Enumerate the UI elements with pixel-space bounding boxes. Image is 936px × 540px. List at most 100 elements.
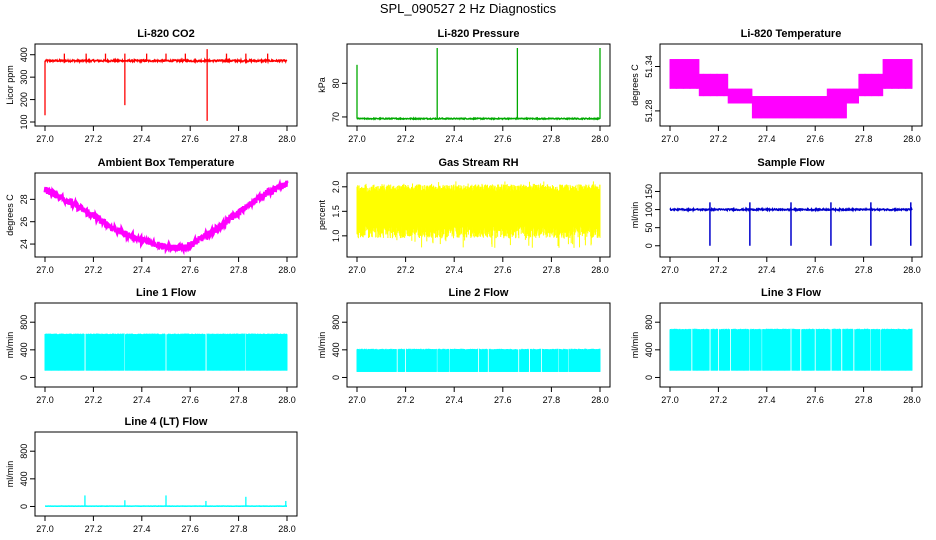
y-tick-label: 400: [19, 47, 29, 62]
series-li-820-temperature: [669, 59, 913, 119]
x-tick-label: 27.8: [855, 265, 873, 275]
x-tick-label: 27.0: [348, 265, 366, 275]
x-tick-label: 27.4: [445, 395, 463, 405]
chart-panel: Li-820 CO2 27.0 27.2 27.4 27.6 27.8 28.0 100 200…: [5, 28, 298, 144]
chart-title: Sample Flow: [757, 157, 825, 169]
y-tick-label: 300: [19, 70, 29, 85]
plot-frame: [659, 302, 923, 388]
y-tick-label: 800: [644, 315, 654, 330]
y-tick-label: 2.0: [331, 181, 341, 194]
plot-frame: [34, 302, 298, 388]
chart-panel: Line 3 Flow 27.0 27.2 27.4 27.6 27.8 28.0 0 400 8…: [630, 287, 923, 405]
y-axis-label: ml/min: [630, 332, 640, 359]
y-tick-label: 26: [19, 217, 29, 227]
x-tick-label: 27.2: [85, 524, 103, 534]
x-tick-label: 27.8: [543, 395, 561, 405]
y-tick-label: 70: [331, 112, 341, 122]
plot-frame: [659, 43, 923, 127]
y-tick-label: 51.34: [644, 55, 654, 78]
figure-title: SPL_090527 2 Hz Diagnostics: [379, 1, 557, 16]
x-tick-label: 27.0: [348, 395, 366, 405]
y-tick-label: 400: [19, 342, 29, 357]
series-line-1-flow: [44, 333, 288, 371]
x-tick-label: 27.0: [661, 395, 679, 405]
y-axis-label: degrees C: [630, 64, 640, 106]
plot-frame: [34, 43, 298, 127]
series-li-820-pressure: [356, 48, 601, 121]
x-tick-label: 27.8: [543, 134, 561, 144]
y-tick-label: 0: [644, 375, 654, 380]
x-tick-label: 27.4: [758, 395, 776, 405]
x-tick-label: 27.6: [494, 395, 512, 405]
chart-title: Gas Stream RH: [438, 157, 518, 169]
plot-frame: [34, 172, 298, 258]
data-line: [356, 116, 601, 121]
y-tick-label: 0: [19, 504, 29, 509]
x-tick-label: 27.4: [758, 134, 776, 144]
x-tick-label: 27.8: [230, 265, 248, 275]
series-gas-stream-rh: [356, 181, 601, 248]
chart-panel: Line 2 Flow 27.0 27.2 27.4 27.6 27.8 28.0 0 400 8…: [317, 287, 611, 405]
y-tick-label: 800: [331, 315, 341, 330]
x-tick-label: 28.0: [278, 265, 296, 275]
chart-title: Line 2 Flow: [449, 287, 509, 299]
x-tick-label: 27.0: [36, 134, 54, 144]
x-tick-label: 27.4: [133, 395, 151, 405]
x-tick-label: 27.4: [758, 265, 776, 275]
chart-title: Line 4 (LT) Flow: [125, 416, 208, 428]
series-li-820-co2: [44, 49, 288, 121]
chart-panel: Gas Stream RH 27.0 27.2 27.4 27.6 27.8 28.0 1.0…: [317, 157, 611, 275]
x-tick-label: 28.0: [903, 134, 921, 144]
x-tick-label: 27.0: [36, 524, 54, 534]
y-tick-label: 800: [19, 444, 29, 459]
x-tick-label: 27.8: [230, 395, 248, 405]
chart-panel: Ambient Box Temperature 27.0 27.2 27.4 27.6 2…: [5, 157, 298, 275]
y-tick-label: 28: [19, 194, 29, 204]
x-tick-label: 27.6: [806, 134, 824, 144]
x-tick-label: 28.0: [278, 395, 296, 405]
chart-title: Line 1 Flow: [136, 287, 196, 299]
x-tick-label: 28.0: [591, 134, 609, 144]
x-tick-label: 27.2: [397, 265, 415, 275]
x-tick-label: 27.2: [710, 134, 728, 144]
x-tick-label: 27.2: [85, 395, 103, 405]
x-tick-label: 27.6: [181, 395, 199, 405]
x-tick-label: 27.8: [230, 134, 248, 144]
x-tick-label: 27.6: [806, 265, 824, 275]
x-tick-label: 27.8: [543, 265, 561, 275]
x-tick-label: 28.0: [591, 395, 609, 405]
chart-title: Li-820 Temperature: [741, 28, 842, 40]
x-tick-label: 27.2: [85, 265, 103, 275]
x-tick-label: 28.0: [278, 524, 296, 534]
x-tick-label: 27.6: [806, 395, 824, 405]
x-tick-label: 27.8: [855, 395, 873, 405]
x-tick-label: 28.0: [903, 265, 921, 275]
series-line-2-flow: [356, 348, 601, 372]
y-tick-label: 800: [19, 315, 29, 330]
x-tick-label: 27.4: [445, 134, 463, 144]
x-tick-label: 27.0: [661, 265, 679, 275]
x-tick-label: 27.6: [181, 524, 199, 534]
x-tick-label: 27.4: [133, 265, 151, 275]
x-tick-label: 27.6: [181, 134, 199, 144]
y-tick-label: 24: [19, 239, 29, 249]
x-tick-label: 27.8: [855, 134, 873, 144]
chart-title: Li-820 CO2: [137, 28, 194, 40]
x-tick-label: 27.0: [36, 265, 54, 275]
y-tick-label: 400: [19, 471, 29, 486]
y-axis-label: percent: [317, 199, 327, 230]
x-tick-label: 27.4: [133, 134, 151, 144]
chart-panel: Li-820 Pressure 27.0 27.2 27.4 27.6 27.8 28.0 7…: [317, 28, 611, 144]
y-tick-label: 80: [331, 78, 341, 88]
x-tick-label: 27.6: [494, 265, 512, 275]
y-axis-label: degrees C: [5, 194, 15, 236]
x-tick-label: 27.0: [36, 395, 54, 405]
plot-frame: [346, 43, 611, 127]
y-axis-label: ml/min: [5, 461, 15, 488]
x-tick-label: 27.2: [397, 395, 415, 405]
chart-panel: Line 1 Flow 27.0 27.2 27.4 27.6 27.8 28.0 0 400 8…: [5, 287, 298, 405]
chart-title: Line 3 Flow: [761, 287, 821, 299]
series-ambient-box-temperature: [43, 178, 289, 256]
series-line-4-lt-flow: [45, 495, 287, 508]
